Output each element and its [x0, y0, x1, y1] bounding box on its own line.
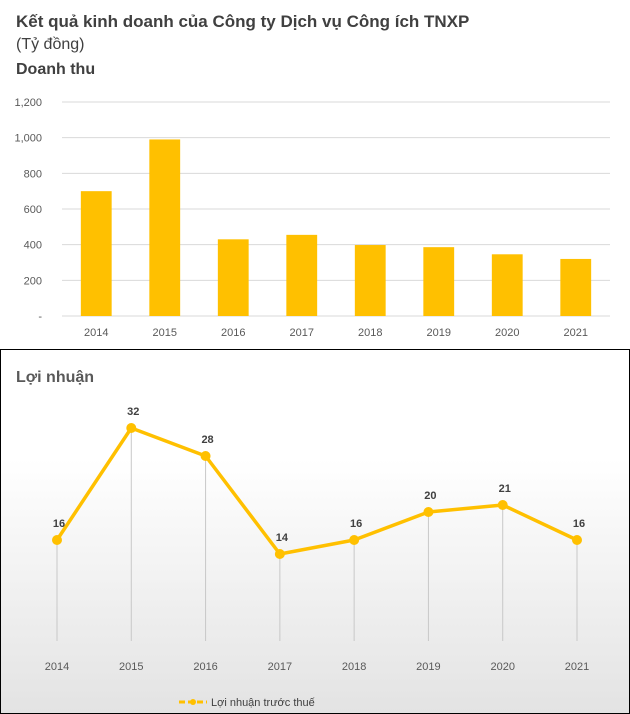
revenue-bar: [491, 254, 523, 316]
x-tick-label: 2018: [358, 327, 382, 339]
profit-point: [52, 535, 62, 545]
data-label: 16: [350, 518, 362, 530]
revenue-bar: [217, 239, 249, 316]
profit-point: [497, 500, 508, 510]
profit-point: [200, 451, 211, 461]
profit-point: [274, 549, 285, 559]
revenue-bar: [80, 191, 112, 316]
revenue-bar: [286, 234, 318, 316]
chart-title: Kết quả kinh doanh của Công ty Dịch vụ C…: [16, 12, 470, 31]
revenue-bar: [354, 245, 386, 316]
data-label: 28: [201, 434, 213, 446]
profit-point: [349, 535, 360, 545]
y-tick-label: 1,000: [14, 133, 42, 145]
x-tick-label: 2018: [342, 661, 366, 673]
x-tick-label: 2016: [221, 327, 245, 339]
x-tick-label: 2017: [290, 327, 314, 339]
revenue-bar: [149, 139, 181, 316]
x-tick-label: 2021: [564, 327, 588, 339]
data-label: 16: [573, 518, 585, 530]
x-tick-label: 2015: [153, 327, 177, 339]
y-tick-label: 200: [24, 275, 42, 287]
y-tick-label: 400: [24, 240, 42, 252]
x-tick-label: 2020: [490, 661, 514, 673]
y-tick-label: 600: [24, 204, 42, 216]
revenue-bar-chart: - 200 400 600 800 1,000 1,200 2014 2015 2016 2017 2…: [14, 97, 610, 339]
x-tick-label: 2020: [495, 327, 519, 339]
y-tick-label: -: [38, 311, 42, 323]
x-tick-label: 2019: [416, 661, 440, 673]
legend: Lợi nhuận trước thuế: [179, 697, 315, 709]
x-tick-label: 2015: [119, 661, 143, 673]
x-tick-label: 2016: [193, 661, 217, 673]
data-label: 21: [499, 483, 511, 495]
y-tick-label: 800: [24, 168, 42, 180]
legend-label: Lợi nhuận trước thuế: [211, 697, 315, 709]
revenue-bar: [560, 258, 592, 316]
profit-point: [423, 507, 434, 517]
y-tick-label: 1,200: [14, 97, 42, 109]
legend-marker: [190, 699, 196, 705]
profit-point: [572, 535, 582, 545]
profit-line: [55, 426, 578, 556]
data-label: 16: [53, 518, 65, 530]
x-tick-label: 2014: [84, 327, 108, 339]
data-label: 20: [424, 490, 436, 502]
x-tick-label: 2014: [45, 661, 69, 673]
data-label: 14: [276, 532, 289, 544]
unit-label: (Tỷ đồng): [16, 36, 85, 53]
profit-point: [126, 423, 137, 433]
revenue-title: Doanh thu: [16, 61, 96, 78]
revenue-bar: [423, 247, 455, 316]
profit-line-chart: 2014 2015 2016 2017 2018 2019 2020 202116322814…: [45, 406, 589, 709]
data-label: 32: [127, 406, 139, 418]
profit-title: Lợi nhuận: [16, 369, 95, 386]
profit-panel: Lợi nhuận 2014 2015 2016 2017 2018 2019 2020 20…: [0, 349, 630, 714]
x-tick-label: 2019: [427, 327, 451, 339]
x-tick-label: 2017: [268, 661, 292, 673]
x-tick-label: 2021: [565, 661, 589, 673]
